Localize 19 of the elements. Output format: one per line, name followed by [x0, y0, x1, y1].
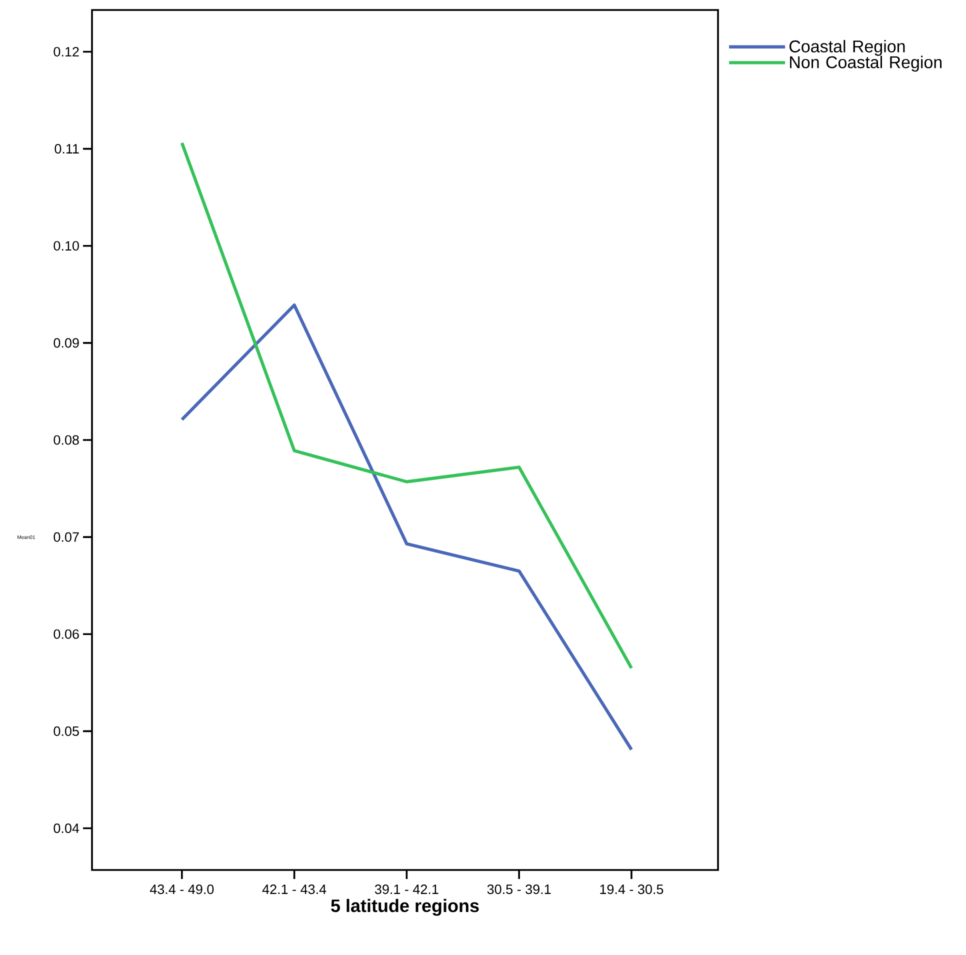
x-tick-label: 42.1 - 43.4	[262, 884, 326, 894]
x-tick-label: 30.5 - 39.1	[487, 884, 551, 894]
y-tick-label: 0.06	[54, 629, 79, 639]
y-tick-label: 0.05	[54, 726, 79, 736]
x-tick-label: 43.4 - 49.0	[150, 884, 214, 894]
y-tick-label: 0.04	[54, 823, 80, 834]
y-tick-label: 0.10	[54, 241, 79, 251]
legend-label: Non Coastal Region	[790, 56, 942, 72]
x-tick-label: 39.1 - 42.1	[374, 884, 438, 894]
y-tick-label: 0.07	[54, 532, 79, 542]
line-series	[180, 141, 634, 670]
legend-label: Coastal Region	[790, 40, 905, 56]
x-axis-title: 5 latitude regions	[331, 898, 479, 916]
line-series	[180, 303, 634, 752]
x-tick-label: 19.4 - 30.5	[600, 884, 664, 894]
y-tick-label: 0.11	[54, 144, 79, 154]
y-tick-label: 0.09	[54, 338, 79, 348]
y-tick-label: 0.08	[54, 435, 79, 445]
y-tick-label: 0.12	[54, 46, 79, 57]
